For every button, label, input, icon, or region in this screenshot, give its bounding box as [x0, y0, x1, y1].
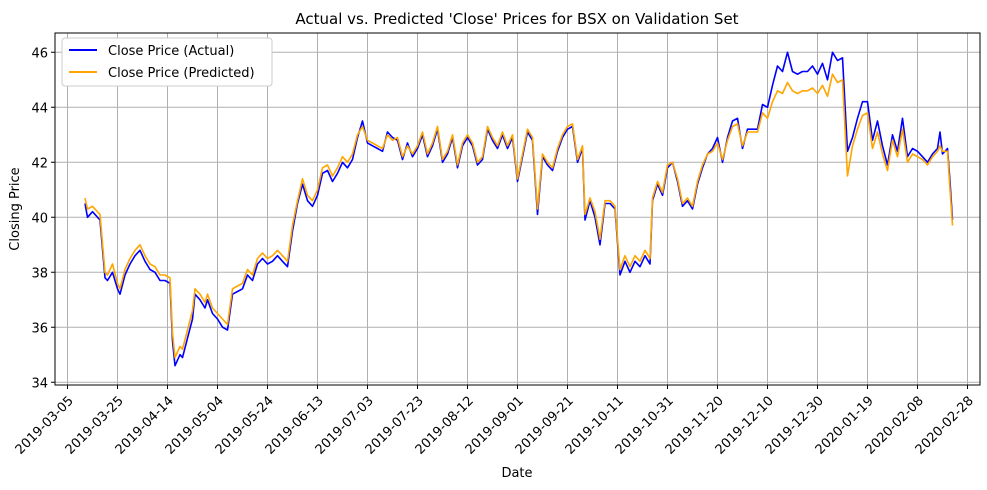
y-tick-label: 34 — [31, 376, 48, 391]
x-axis: 2019-03-052019-03-252019-04-142019-05-04… — [13, 385, 977, 458]
y-tick-label: 42 — [31, 156, 48, 171]
y-axis: 34 36 38 40 42 44 46 — [31, 46, 55, 391]
series-line-predicted — [84, 73, 954, 359]
grid — [55, 33, 980, 385]
y-tick-label: 38 — [31, 266, 48, 281]
series-line-actual — [84, 51, 954, 367]
legend-label-predicted: Close Price (Predicted) — [108, 66, 255, 81]
y-tick-label: 36 — [31, 321, 48, 336]
y-tick-label: 40 — [31, 211, 48, 226]
y-tick-label: 44 — [31, 101, 48, 116]
y-axis-label: Closing Price — [8, 167, 23, 250]
x-axis-label: Date — [501, 466, 532, 481]
chart-title: Actual vs. Predicted 'Close' Prices for … — [295, 10, 738, 28]
legend: Close Price (Actual) Close Price (Predic… — [61, 37, 273, 87]
legend-box — [61, 37, 273, 87]
plot-area — [84, 51, 954, 367]
legend-label-actual: Close Price (Actual) — [108, 44, 234, 59]
y-tick-label: 46 — [31, 46, 48, 61]
